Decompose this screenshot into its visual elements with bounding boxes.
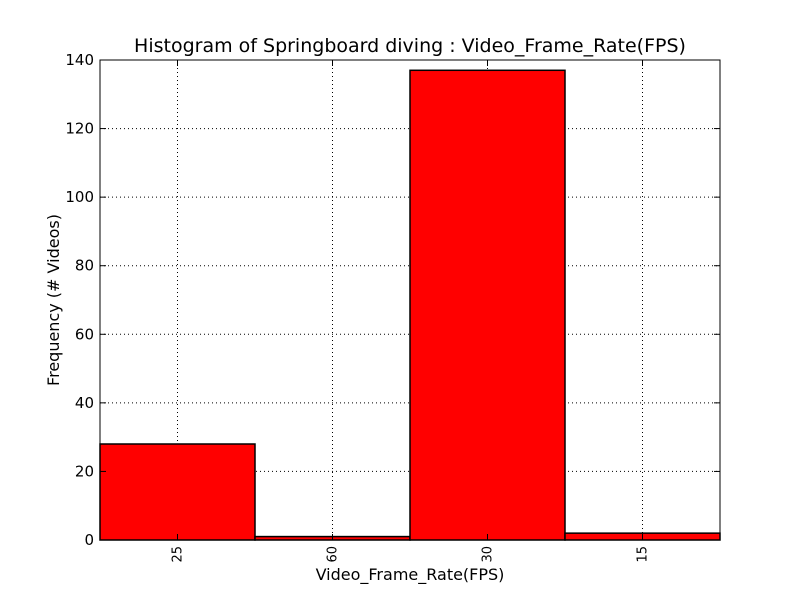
y-tick-label: 120 [65,120,94,138]
y-tick-label: 40 [75,394,94,412]
y-tick-label: 20 [75,462,94,480]
y-tick-label: 100 [65,188,94,206]
chart-title: Histogram of Springboard diving : Video_… [134,35,686,57]
bars [99,69,721,541]
x-axis-label: Video_Frame_Rate(FPS) [316,565,505,585]
y-tick-label: 0 [84,531,94,549]
y-tick-label: 60 [75,325,94,343]
y-axis-label: Frequency (# Videos) [44,214,63,386]
x-tick-label: 25 [171,546,186,563]
x-tick-label: 15 [636,546,651,563]
bar-30 [409,69,566,541]
bar-25 [99,443,256,541]
y-tick-label: 140 [65,51,94,69]
x-tick-label: 60 [326,546,341,563]
y-axis-ticks: 0 20 40 60 80 100 120 140 [65,51,720,549]
x-tick-label: 30 [481,546,496,563]
y-tick-label: 80 [75,257,94,275]
x-axis-ticks: 25 60 30 15 [171,60,651,563]
plot-frame [99,59,721,541]
